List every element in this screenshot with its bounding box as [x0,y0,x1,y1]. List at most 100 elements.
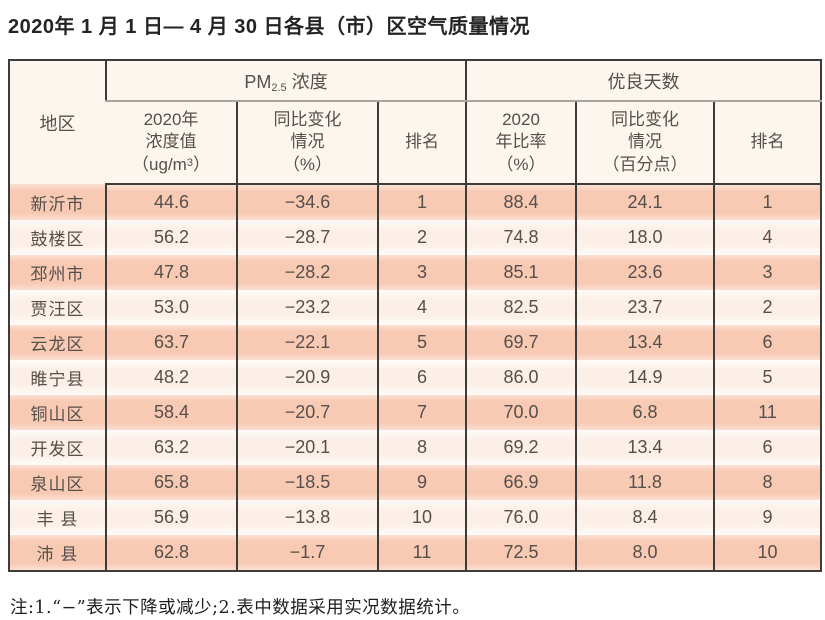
ratio-rank-cell: 2 [712,290,822,325]
ratio-cell: 88.4 [465,184,576,220]
table-row: 邳州市 47.8 −28.2 3 85.1 23.6 3 [9,255,822,290]
ratio-rank-cell: 9 [712,500,822,535]
pm-change-cell: −28.7 [236,220,378,255]
region-cell: 云龙区 [9,325,106,360]
pm-change-cell: −28.2 [236,255,378,290]
pm-value-cell: 44.6 [105,184,237,220]
table-row: 贾汪区 53.0 −23.2 4 82.5 23.7 2 [9,290,822,325]
region-cell: 邳州市 [9,255,106,290]
pm-value-cell: 56.2 [105,220,237,255]
ratio-rank-cell: 10 [712,535,822,571]
header-sub-row: 2020年 浓度值 （ug/m3） 同比变化 情况 （%） 排名 2020 年比… [9,101,822,185]
ratio-change-cell: 23.7 [575,290,714,325]
ratio-cell: 66.9 [465,465,576,500]
ratio-rank-cell: 1 [712,184,822,220]
pm-unit: （ug/m3） [132,154,210,174]
pm25-label-pre: PM [244,71,272,92]
table-row: 丰 县 56.9 −13.8 10 76.0 8.4 9 [9,500,822,535]
col-header-ratio: 2020 年比率 （%） [465,101,576,185]
ratio-cell: 86.0 [465,360,576,395]
col-header-ratio-change: 同比变化 情况 （百分点） [575,101,714,185]
ratio-rank-cell: 6 [712,430,822,465]
region-cell: 泉山区 [9,465,106,500]
ratio-change-cell: 18.0 [575,220,714,255]
pm-rank-cell: 2 [377,220,466,255]
pm-rank-cell: 5 [377,325,466,360]
pm-rank-cell: 7 [377,395,466,430]
pm-change-cell: −22.1 [236,325,378,360]
pm-value-cell: 63.7 [105,325,237,360]
table-body: 新沂市 44.6 −34.6 1 88.4 24.1 1 鼓楼区 56.2 −2… [9,184,822,571]
pm-value-cell: 48.2 [105,360,237,395]
ratio-rank-cell: 4 [712,220,822,255]
pm-rank-cell: 8 [377,430,466,465]
ratio-change-cell: 23.6 [575,255,714,290]
col-header-ratio-rank: 排名 [712,101,822,185]
table-row: 云龙区 63.7 −22.1 5 69.7 13.4 6 [9,325,822,360]
pm-change-cell: −1.7 [236,535,378,571]
pm-rank-cell: 10 [377,500,466,535]
ratio-cell: 85.1 [465,255,576,290]
table-row: 鼓楼区 56.2 −28.7 2 74.8 18.0 4 [9,220,822,255]
pm-value-cell: 58.4 [105,395,237,430]
ratio-rank-cell: 11 [712,395,822,430]
pm-rank-cell: 3 [377,255,466,290]
table-row: 泉山区 65.8 −18.5 9 66.9 11.8 8 [9,465,822,500]
ratio-change-cell: 14.9 [575,360,714,395]
pm-change-cell: −23.2 [236,290,378,325]
region-cell: 睢宁县 [9,360,106,395]
table-row: 新沂市 44.6 −34.6 1 88.4 24.1 1 [9,184,822,220]
table-row: 开发区 63.2 −20.1 8 69.2 13.4 6 [9,430,822,465]
pm-change-cell: −18.5 [236,465,378,500]
pm25-label-sub: 2.5 [271,81,287,94]
region-cell: 丰 县 [9,500,106,535]
table-row: 铜山区 58.4 −20.7 7 70.0 6.8 11 [9,395,822,430]
pm25-label-post: 浓度 [286,71,328,92]
ratio-change-cell: 11.8 [575,465,714,500]
footnote: 注:1.“−”表示下降或减少;2.表中数据采用实况数据统计。 [10,598,471,618]
pm-rank-cell: 9 [377,465,466,500]
ratio-cell: 70.0 [465,395,576,430]
region-cell: 鼓楼区 [9,220,106,255]
table-row: 沛 县 62.8 −1.7 11 72.5 8.0 10 [9,535,822,571]
pm-rank-cell: 4 [377,290,466,325]
ratio-cell: 76.0 [465,500,576,535]
ratio-change-cell: 13.4 [575,430,714,465]
pm-change-cell: −20.7 [236,395,378,430]
pm-rank-cell: 1 [377,184,466,220]
region-cell: 贾汪区 [9,290,106,325]
ratio-rank-cell: 3 [712,255,822,290]
col-group-good-days: 优良天数 [464,60,822,102]
ratio-change-cell: 8.0 [575,535,714,571]
pm-change-cell: −20.9 [236,360,378,395]
ratio-cell: 69.2 [465,430,576,465]
pm-change-cell: −34.6 [236,184,378,220]
pm-value-cell: 47.8 [105,255,237,290]
ratio-rank-cell: 8 [712,465,822,500]
table-row: 睢宁县 48.2 −20.9 6 86.0 14.9 5 [9,360,822,395]
pm-value-cell: 56.9 [105,500,237,535]
pm-change-cell: −20.1 [236,430,378,465]
air-quality-table: 地区 PM2.5 浓度 优良天数 2020年 浓度值 （ug/m3） 同比变化 … [8,59,823,572]
ratio-cell: 74.8 [465,220,576,255]
ratio-rank-cell: 6 [712,325,822,360]
pm-value-cell: 62.8 [105,535,237,571]
col-header-pm-change: 同比变化 情况 （%） [236,101,378,185]
region-cell: 新沂市 [9,184,106,220]
page-title: 2020年 1 月 1 日— 4 月 30 日各县（市）区空气质量情况 [8,16,531,38]
ratio-change-cell: 8.4 [575,500,714,535]
col-header-pm-rank: 排名 [377,101,466,185]
ratio-change-cell: 6.8 [575,395,714,430]
col-header-region: 地区 [9,60,106,184]
region-cell: 铜山区 [9,395,106,430]
col-header-pm-value: 2020年 浓度值 （ug/m3） [106,101,237,185]
col-group-pm25: PM2.5 浓度 [105,60,466,102]
pm-change-cell: −13.8 [236,500,378,535]
ratio-rank-cell: 5 [712,360,822,395]
ratio-cell: 69.7 [465,325,576,360]
region-cell: 沛 县 [9,535,106,571]
table-header: 地区 PM2.5 浓度 优良天数 2020年 浓度值 （ug/m3） 同比变化 … [9,60,822,185]
ratio-cell: 82.5 [465,290,576,325]
pm-rank-cell: 6 [377,360,466,395]
